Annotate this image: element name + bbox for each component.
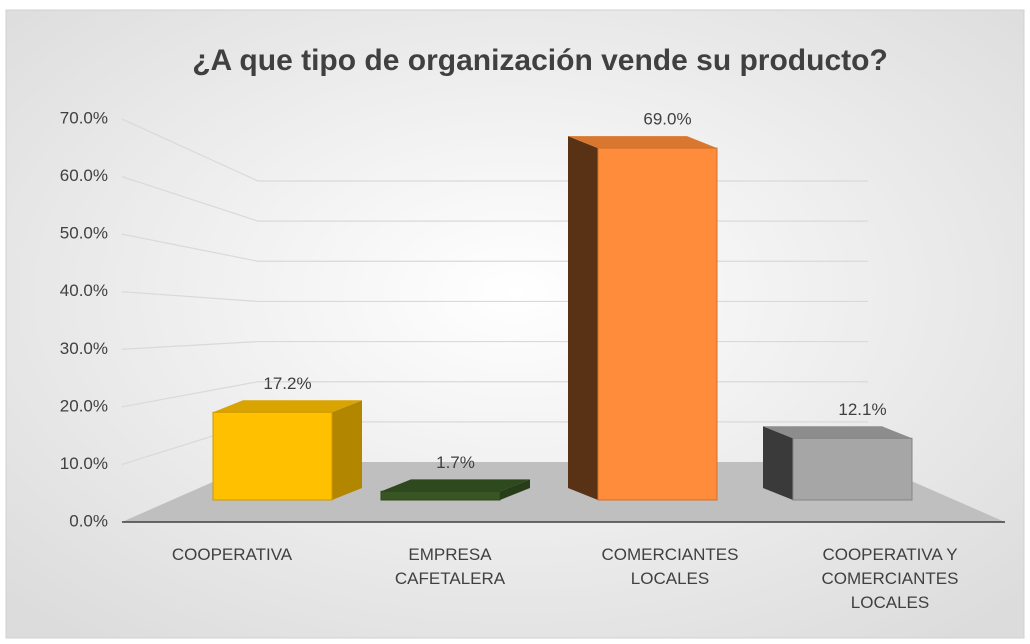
data-label: 12.1% — [838, 400, 886, 419]
bar — [380, 490, 501, 501]
bar-side — [763, 426, 793, 500]
bar-side — [568, 136, 598, 500]
bar-top — [381, 479, 530, 492]
x-tick-label: COMERCIANTES LOCALES — [601, 545, 739, 588]
bar-side — [332, 400, 362, 500]
y-tick-label: 20.0% — [60, 396, 108, 415]
bar — [792, 437, 913, 501]
bar-side — [500, 479, 530, 500]
x-tick-label: COOPERATIVA — [171, 545, 293, 564]
data-label: 17.2% — [263, 374, 311, 393]
y-tick-label: 0.0% — [69, 511, 108, 530]
bar — [597, 147, 718, 501]
bar-top — [568, 136, 717, 149]
chart-title: ¿A que tipo de organización vende su pro… — [192, 44, 888, 77]
data-label: 1.7% — [436, 453, 475, 472]
x-tick-label: EMPRESA CAFETALERA — [394, 545, 506, 588]
y-tick-label: 10.0% — [60, 454, 108, 473]
bar-top — [763, 426, 912, 439]
y-tick-label: 60.0% — [60, 166, 108, 185]
x-tick-label: COOPERATIVA Y COMERCIANTES LOCALES — [821, 545, 959, 612]
bar — [212, 411, 333, 501]
y-tick-label: 50.0% — [60, 224, 108, 243]
bar-top — [213, 400, 362, 413]
y-tick-label: 40.0% — [60, 281, 108, 300]
y-tick-label: 70.0% — [60, 108, 108, 127]
data-label: 69.0% — [643, 110, 691, 129]
background — [5, 9, 1025, 639]
y-tick-label: 30.0% — [60, 339, 108, 358]
